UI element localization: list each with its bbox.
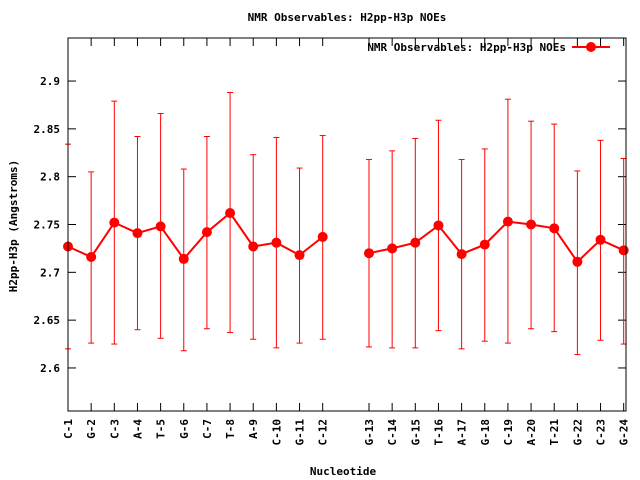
y-tick-label: 2.6 (40, 362, 60, 375)
y-axis-label: H2pp-H3p (Angstroms) (7, 160, 20, 292)
y-tick-label: 2.7 (40, 266, 60, 279)
x-axis-label: Nucleotide (310, 465, 377, 478)
data-point (109, 217, 120, 228)
x-tick-label: C-10 (270, 419, 283, 446)
x-tick-label: C-3 (108, 419, 121, 439)
data-point (271, 237, 282, 248)
y-tick-label: 2.65 (34, 314, 61, 327)
x-tick-label: G-24 (618, 419, 631, 446)
y-tick-label: 2.9 (40, 75, 60, 88)
data-point (201, 227, 212, 238)
y-tick-label: 2.8 (40, 171, 60, 184)
x-tick-label: T-16 (432, 419, 445, 446)
data-point (225, 208, 236, 219)
data-point (410, 237, 421, 248)
x-tick-label: G-6 (178, 419, 191, 439)
y-tick-label: 2.85 (34, 123, 61, 136)
x-tick-label: T-5 (155, 419, 168, 439)
data-point (294, 250, 305, 261)
x-tick-label: T-21 (548, 419, 561, 446)
x-tick-label: G-11 (294, 419, 307, 446)
x-tick-label: G-18 (479, 419, 492, 446)
x-tick-label: C-12 (317, 419, 330, 446)
x-tick-label: C-7 (201, 419, 214, 439)
data-point (433, 220, 444, 231)
data-point (456, 249, 467, 260)
data-point (317, 231, 328, 242)
x-tick-label: C-1 (62, 419, 75, 439)
data-point (572, 256, 583, 267)
data-point (387, 243, 398, 254)
x-tick-label: A-17 (456, 419, 469, 446)
data-point (595, 234, 606, 245)
x-tick-label: T-8 (224, 419, 237, 439)
x-tick-label: G-22 (571, 419, 584, 446)
legend: NMR Observables: H2pp-H3p NOEs (367, 41, 610, 54)
x-tick-label: A-4 (131, 419, 144, 439)
data-point (549, 223, 560, 234)
data-point (132, 228, 143, 239)
x-tick-label: C-19 (502, 419, 515, 446)
x-tick-label: A-9 (247, 419, 260, 439)
data-point (479, 239, 490, 250)
plot-area: 2.6 2.65 2.7 2.75 2.8 2.85 2.9 C-1 G-2 C-3 A-4 T-5 G… (34, 38, 631, 446)
data-point (178, 253, 189, 264)
x-tick-label: C-23 (595, 419, 608, 446)
x-tick-label: G-2 (85, 419, 98, 439)
data-point (155, 221, 166, 232)
legend-marker (586, 42, 596, 52)
data-point (502, 216, 513, 227)
y-tick-label: 2.75 (34, 219, 61, 232)
data-point (86, 252, 97, 263)
x-tick-label: G-13 (363, 419, 376, 446)
data-point (363, 248, 374, 259)
legend-label: NMR Observables: H2pp-H3p NOEs (367, 41, 566, 54)
data-point (526, 219, 537, 230)
x-tick-label: C-14 (386, 419, 399, 446)
plot-frame (67, 37, 627, 412)
data-point (618, 245, 629, 256)
x-tick-label: G-15 (409, 419, 422, 446)
data-point (248, 241, 259, 252)
chart-title: NMR Observables: H2pp-H3p NOEs (248, 11, 447, 24)
x-tick-label: A-20 (525, 419, 538, 446)
